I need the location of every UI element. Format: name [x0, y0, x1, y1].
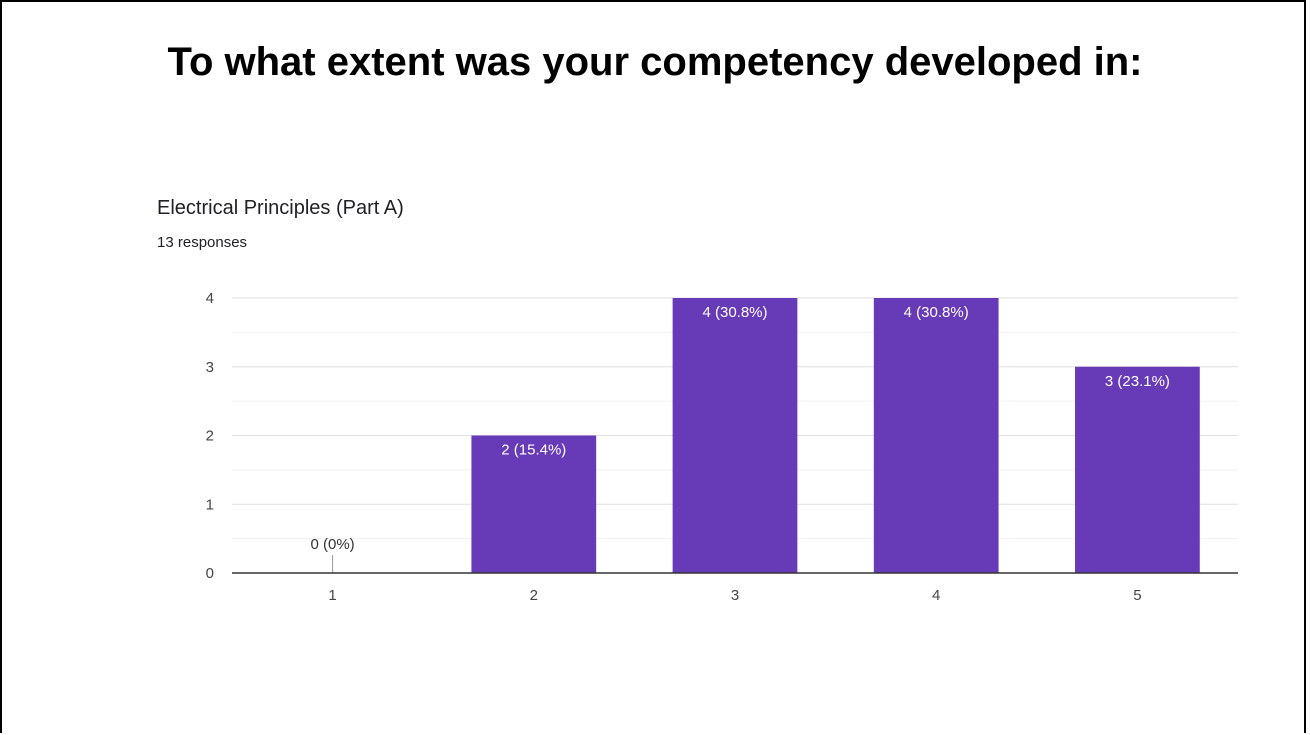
bar: [672, 298, 798, 573]
chart-title: Electrical Principles (Part A): [157, 197, 404, 219]
bar: [873, 298, 999, 573]
x-tick-label: 1: [328, 587, 336, 604]
x-tick-label: 2: [530, 587, 538, 604]
x-tick-label: 4: [932, 587, 940, 604]
y-tick-label: 4: [206, 290, 214, 307]
y-tick-label: 0: [206, 565, 214, 582]
bar: [471, 435, 597, 573]
bar: [1075, 366, 1200, 573]
response-count: 13 responses: [157, 234, 248, 251]
data-label: 2 (15.4%): [501, 442, 566, 459]
y-tick-label: 2: [206, 428, 214, 445]
y-tick-label: 3: [206, 359, 214, 376]
data-label: 3 (23.1%): [1105, 373, 1170, 390]
data-label: 4 (30.8%): [904, 304, 969, 321]
data-label: 0 (0%): [311, 536, 355, 553]
x-tick-label: 3: [731, 587, 739, 604]
slide-title: To what extent was your competency devel…: [167, 40, 1143, 84]
y-tick-label: 1: [206, 496, 214, 513]
data-label: 4 (30.8%): [702, 304, 767, 321]
x-tick-label: 5: [1133, 587, 1141, 604]
